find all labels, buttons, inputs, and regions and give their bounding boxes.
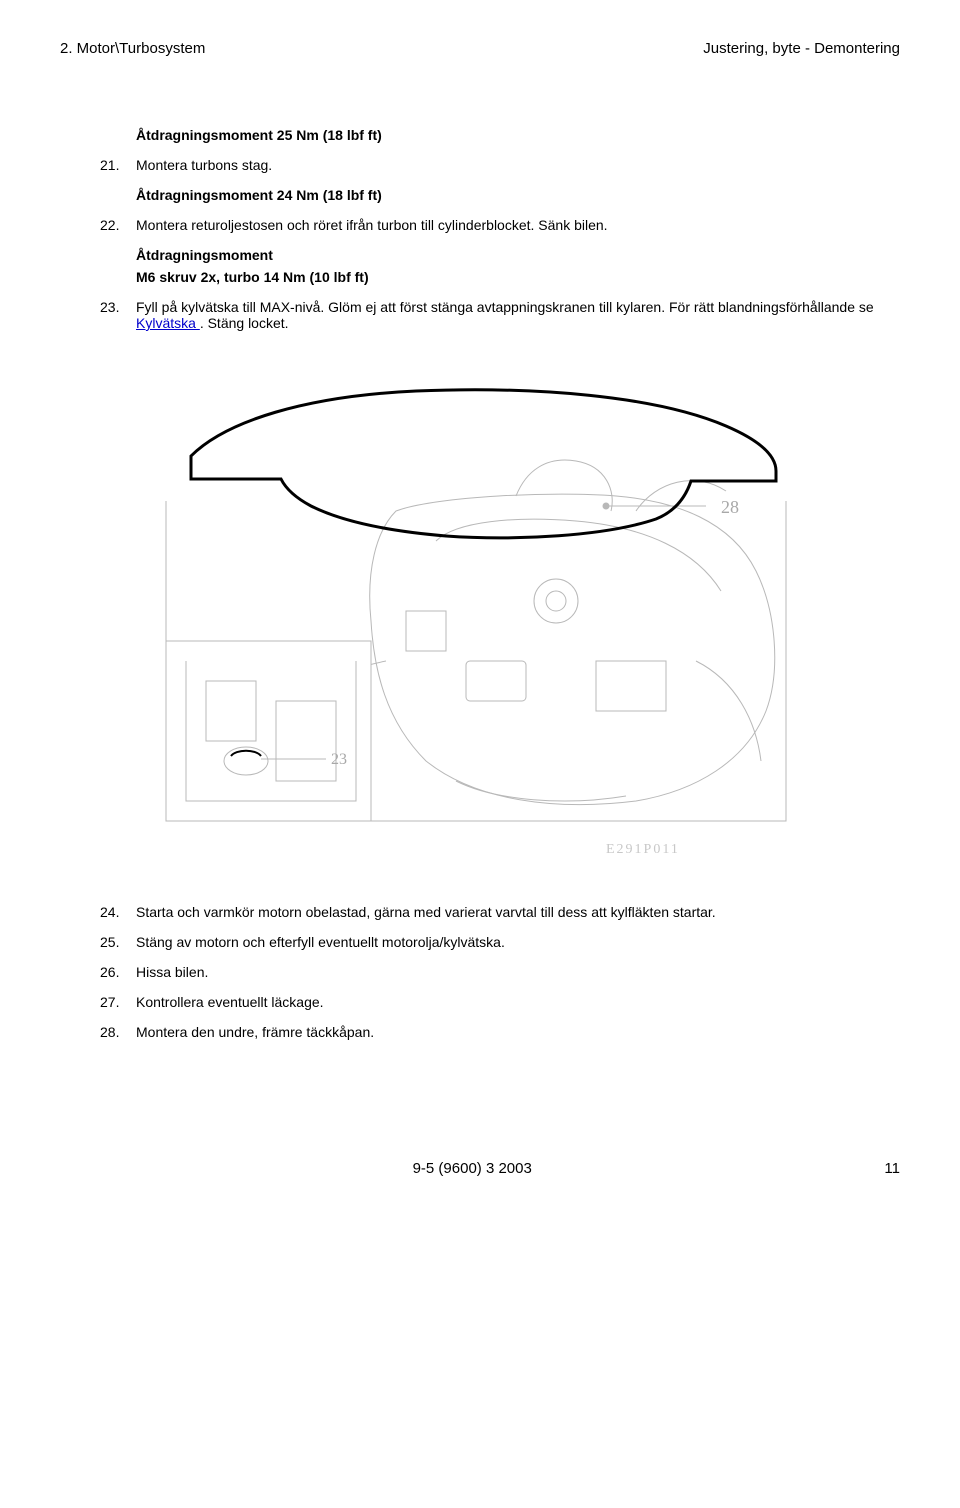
step-text: Montera returoljestosen och röret ifrån … xyxy=(136,217,880,233)
step-text: Montera den undre, främre täckkåpan. xyxy=(136,1024,880,1040)
step-25: 25. Stäng av motorn och efterfyll eventu… xyxy=(100,934,880,950)
torque-25: Åtdragningsmoment 25 Nm (18 lbf ft) xyxy=(136,127,880,143)
step-num: 25. xyxy=(100,934,136,950)
step-28: 28. Montera den undre, främre täckkåpan. xyxy=(100,1024,880,1040)
step-num: 22. xyxy=(100,217,136,233)
step-num: 27. xyxy=(100,994,136,1010)
diagram-label-23: 23 xyxy=(331,751,347,768)
diagram-label-28: 28 xyxy=(721,497,739,517)
step23-post: . Stäng locket. xyxy=(200,315,289,331)
torque-label: Åtdragningsmoment xyxy=(136,247,880,263)
torque-24: Åtdragningsmoment 24 Nm (18 lbf ft) xyxy=(136,187,880,203)
step-23: 23. Fyll på kylvätska till MAX-nivå. Glö… xyxy=(100,299,880,331)
step23-pre: Fyll på kylvätska till MAX-nivå. Glöm ej… xyxy=(136,299,874,315)
step-num: 28. xyxy=(100,1024,136,1040)
step-num: 23. xyxy=(100,299,136,331)
step-text: Hissa bilen. xyxy=(136,964,880,980)
link-kylvatska[interactable]: Kylvätska xyxy=(136,315,200,331)
header-left: 2. Motor\Turbosystem xyxy=(60,40,205,57)
step-text: Montera turbons stag. xyxy=(136,157,880,173)
step-num: 21. xyxy=(100,157,136,173)
step-text: Kontrollera eventuellt läckage. xyxy=(136,994,880,1010)
step-27: 27. Kontrollera eventuellt läckage. xyxy=(100,994,880,1010)
engine-diagram: 28 23 E291P011 xyxy=(136,361,880,864)
step-22: 22. Montera returoljestosen och röret if… xyxy=(100,217,880,233)
step-text: Stäng av motorn och efterfyll eventuellt… xyxy=(136,934,880,950)
diagram-code: E291P011 xyxy=(606,842,680,857)
header-right: Justering, byte - Demontering xyxy=(703,40,900,57)
step-num: 26. xyxy=(100,964,136,980)
step-24: 24. Starta och varmkör motorn obelastad,… xyxy=(100,904,880,920)
step-21: 21. Montera turbons stag. xyxy=(100,157,880,173)
step-text: Fyll på kylvätska till MAX-nivå. Glöm ej… xyxy=(136,299,880,331)
footer-center: 9-5 (9600) 3 2003 xyxy=(60,1160,884,1177)
page-number: 11 xyxy=(884,1160,900,1177)
torque-m6: M6 skruv 2x, turbo 14 Nm (10 lbf ft) xyxy=(136,269,880,285)
step-text: Starta och varmkör motorn obelastad, gär… xyxy=(136,904,880,920)
step-26: 26. Hissa bilen. xyxy=(100,964,880,980)
step-num: 24. xyxy=(100,904,136,920)
